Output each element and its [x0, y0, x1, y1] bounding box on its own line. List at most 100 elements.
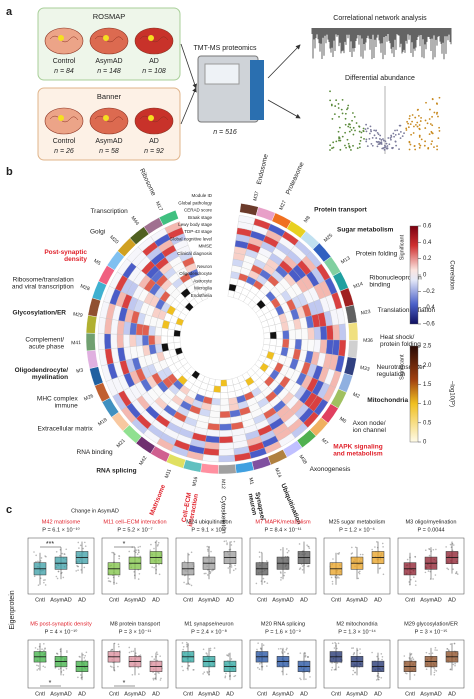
heatmap-cell: [219, 410, 231, 418]
sample-dot: [111, 666, 113, 668]
volcano-dot: [382, 138, 384, 140]
sample-dot: [183, 581, 185, 584]
volcano-dot: [380, 141, 383, 144]
sample-dot: [449, 668, 452, 671]
ms-panel: [204, 63, 240, 85]
panel-title: M29 glycosylation/ER: [404, 621, 458, 627]
significant-label: Significant: [399, 234, 405, 260]
x-tick-label: AD: [448, 597, 456, 603]
sample-dot: [298, 568, 301, 571]
volcano-dot: [353, 115, 356, 118]
sample-dot: [359, 553, 362, 556]
plot-frame: [249, 537, 317, 595]
sample-dot: [447, 568, 450, 571]
heatmap-cell: [313, 339, 321, 353]
x-tick-label: AD: [300, 691, 308, 697]
volcano-dot: [408, 140, 411, 143]
volcano-dot: [331, 147, 333, 150]
volcano-dot: [399, 137, 402, 140]
module-function: Protein folding: [356, 251, 398, 258]
volcano-dot: [354, 129, 356, 132]
heatmap-cell: [148, 325, 156, 336]
sample-dot: [230, 566, 233, 568]
volcano-dot: [348, 123, 350, 125]
sample-dot: [115, 582, 118, 585]
sample-dot: [155, 572, 157, 575]
sample-dot: [65, 548, 68, 551]
sample-dot: [376, 675, 379, 677]
sample-dot: [111, 551, 113, 554]
sample-dot: [256, 648, 258, 651]
volcano-dot: [380, 139, 383, 141]
volcano-dot: [384, 144, 386, 147]
sample-dot: [353, 666, 355, 669]
module-id: M11: [164, 468, 173, 479]
row-label: Braak stage: [188, 215, 213, 220]
region-dot: [103, 115, 109, 121]
colorbar: [409, 225, 419, 325]
sample-dot: [331, 666, 334, 669]
volcano-dot: [338, 139, 340, 142]
sample-dot: [158, 573, 161, 576]
sample-dot: [358, 570, 361, 573]
sample-dot: [223, 540, 226, 543]
volcano-dot: [415, 123, 417, 126]
heatmap-cell: [313, 326, 321, 340]
module-color-cell: [182, 459, 203, 473]
module-id: M14: [353, 281, 364, 290]
sample-dot: [258, 556, 261, 558]
volcano-dot: [420, 138, 423, 141]
sample-dot: [230, 658, 233, 660]
sample-dot: [207, 550, 209, 552]
x-tick-label: Cntl: [257, 597, 267, 603]
volcano-dot: [329, 99, 332, 102]
sample-dot: [85, 651, 88, 654]
volcano-dot: [330, 103, 333, 106]
volcano-dot: [358, 125, 361, 128]
volcano-dot: [341, 98, 344, 101]
volcano-dot: [401, 135, 404, 138]
sample-dot: [35, 554, 37, 557]
sample-dot: [433, 671, 436, 674]
sample-dot: [42, 579, 45, 581]
sample-dot: [137, 546, 140, 548]
volcano-dot: [340, 108, 343, 111]
sample-dot: [128, 651, 131, 654]
volcano-dot: [438, 130, 441, 132]
sample-dot: [44, 648, 46, 650]
volcano-dot: [375, 140, 378, 143]
panel-title: M3 oligo/myelination: [406, 519, 457, 525]
module-function: Translation initiation: [378, 307, 436, 314]
row-label: Module ID: [191, 193, 212, 198]
sample-dot: [190, 551, 193, 554]
volcano-dot: [427, 147, 430, 150]
p-value: P = 2.4 × 10⁻⁸: [191, 628, 227, 635]
panel-title: M25 sugar metabolism: [329, 519, 386, 525]
volcano-dot: [352, 126, 355, 129]
sample-dot: [203, 572, 206, 575]
sample-dot: [452, 663, 455, 666]
brain-fold: [94, 115, 124, 123]
sample-dot: [227, 653, 230, 655]
heatmap-cell: [338, 339, 347, 357]
sample-dot: [109, 580, 112, 583]
volcano-dot: [338, 126, 341, 129]
volcano-dot: [385, 147, 388, 150]
module-color-cell: [339, 287, 355, 308]
sample-dot: [39, 560, 42, 562]
brain-fold: [139, 35, 169, 43]
volcano-dot: [383, 148, 386, 151]
sample-dot: [186, 645, 188, 648]
sample-dot: [258, 551, 261, 554]
volcano-dot: [424, 140, 427, 143]
module-id: M7: [320, 437, 329, 446]
sample-dot: [286, 647, 288, 650]
arrow: [267, 99, 301, 119]
sample-dot: [150, 543, 152, 546]
module-color-cell: [200, 463, 219, 475]
module-color-cell: [85, 332, 96, 352]
sample-dot: [182, 648, 184, 651]
volcano-dot: [386, 145, 389, 147]
sample-dot: [357, 577, 360, 580]
sample-dot: [359, 652, 361, 655]
